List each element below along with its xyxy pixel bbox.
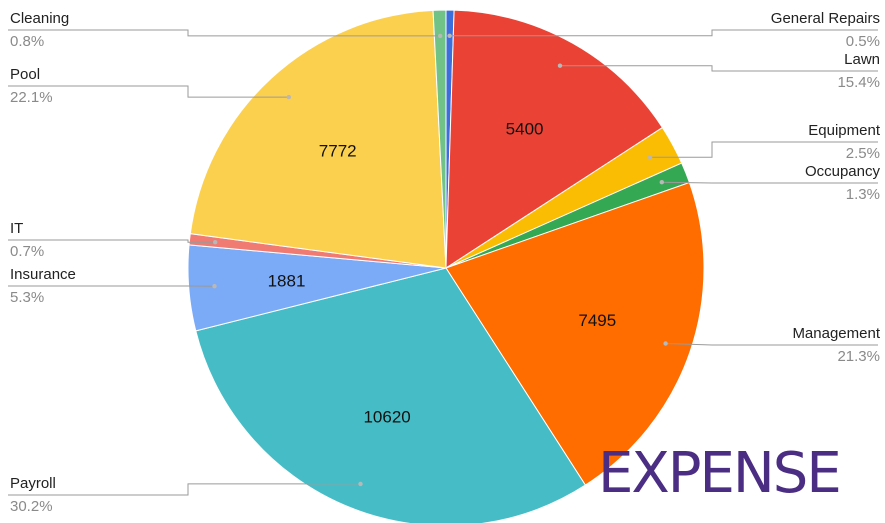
leader-dot-lawn	[557, 63, 563, 68]
leader-line-payroll	[8, 483, 361, 496]
value-label-lawn: 5400	[506, 120, 544, 139]
slice-management[interactable]	[445, 181, 705, 486]
label-name-it: IT	[10, 220, 23, 237]
label-percent-equipment: 2.5%	[846, 145, 880, 162]
label-name-insurance: Insurance	[10, 266, 76, 283]
leader-line-lawn	[560, 65, 878, 72]
label-percent-lawn: 15.4%	[837, 74, 880, 91]
slice-lawn[interactable]	[445, 9, 664, 269]
value-label-payroll: 10620	[363, 408, 410, 427]
leader-line-cleaning	[8, 29, 441, 37]
leader-dot-insurance	[212, 284, 217, 289]
leader-dot-it	[213, 240, 218, 245]
leader-dot-equipment	[647, 155, 653, 160]
label-percent-pool: 22.1%	[10, 89, 53, 106]
label-name-occupancy: Occupancy	[805, 163, 881, 180]
label-percent-it: 0.7%	[10, 243, 44, 260]
label-percent-occupancy: 1.3%	[846, 186, 880, 203]
value-label-insurance: 1881	[268, 272, 306, 291]
label-percent-payroll: 30.2%	[10, 498, 53, 515]
value-label-management: 7495	[578, 311, 616, 330]
label-name-general-repairs: General Repairs	[771, 10, 880, 27]
label-name-payroll: Payroll	[10, 475, 56, 492]
label-name-cleaning: Cleaning	[10, 10, 69, 27]
slice-payroll[interactable]	[195, 267, 587, 523]
leader-line-general-repairs	[449, 29, 878, 37]
value-label-pool: 7772	[319, 141, 357, 160]
leader-line-management	[665, 343, 878, 346]
label-percent-management: 21.3%	[837, 348, 880, 365]
label-percent-cleaning: 0.8%	[10, 33, 44, 50]
label-percent-general-repairs: 0.5%	[846, 33, 880, 50]
leader-dot-general-repairs	[447, 33, 452, 38]
leader-line-pool	[8, 85, 289, 98]
label-percent-insurance: 5.3%	[10, 289, 44, 306]
leader-dot-management	[663, 341, 668, 346]
label-name-pool: Pool	[10, 66, 40, 83]
slice-cleaning[interactable]	[432, 9, 447, 269]
leader-line-occupancy	[661, 181, 878, 184]
expense-watermark: EXPENSE	[598, 441, 842, 506]
slice-pool[interactable]	[189, 9, 447, 269]
leader-dot-occupancy	[659, 180, 664, 185]
label-name-lawn: Lawn	[844, 51, 880, 68]
label-name-management: Management	[792, 325, 880, 342]
leader-dot-pool	[286, 94, 291, 100]
label-name-equipment: Equipment	[808, 122, 881, 139]
leader-dot-cleaning	[438, 33, 443, 39]
leader-line-equipment	[650, 141, 878, 158]
leader-line-it	[8, 239, 216, 243]
leader-dot-payroll	[358, 481, 363, 487]
